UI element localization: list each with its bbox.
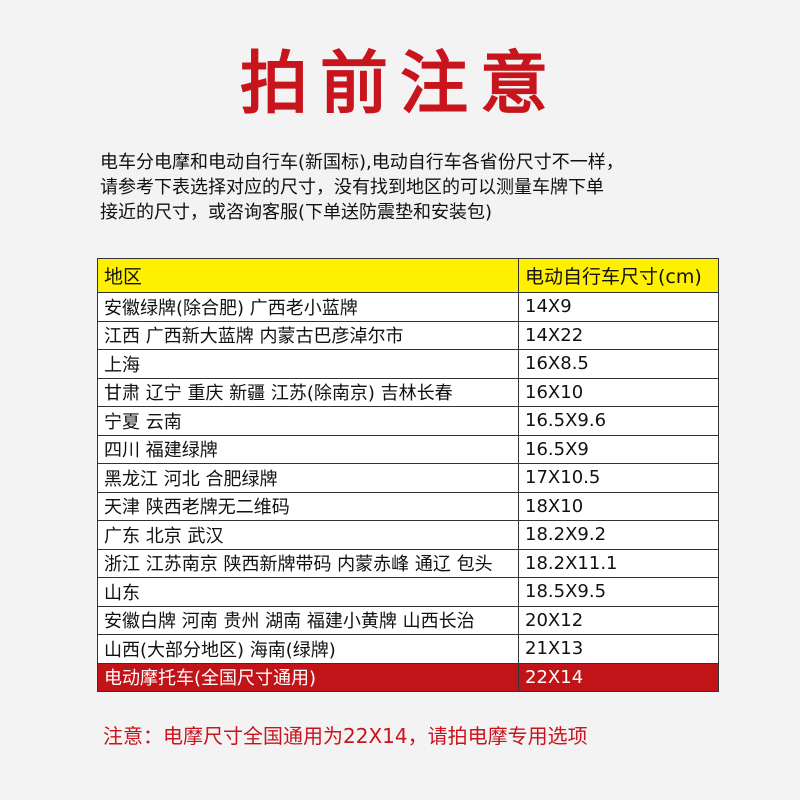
table-cell: 16.5X9 [525,438,589,460]
header-cell: 地区 [98,259,519,292]
table-row: 天津 陕西老牌无二维码 18X10 [98,491,718,520]
table-cell: 22X14 [525,666,584,688]
table-row: 广东 北京 武汉 18.2X9.2 [98,520,718,549]
table-row: 四川 福建绿牌 16.5X9 [98,434,718,463]
table-cell: 浙江 江苏南京 陕西新牌带码 内蒙赤峰 通辽 包头 [98,549,519,577]
table-cell: 上海 [98,350,519,378]
intro-line: 请参考下表选择对应的尺寸，没有找到地区的可以测量车牌下单 [100,177,604,198]
table-cell: 宁夏 云南 [98,407,519,435]
table-cell: 16X10 [525,381,584,403]
table-cell: 甘肃 辽宁 重庆 新疆 江苏(除南京) 吉林长春 [98,378,519,406]
table-cell: 14X9 [525,296,572,318]
size-table: 地区 电动自行车尺寸(cm) 安徽绿牌(除合肥) 广西老小蓝牌 14X9 江西 广西… [97,258,719,692]
table-cell: 18.2X9.2 [525,524,607,546]
table-row: 浙江 江苏南京 陕西新牌带码 内蒙赤峰 通辽 包头 18.2X11.1 [98,548,718,577]
table-row: 电动摩托车(全国尺寸通用) 22X14 [98,662,718,691]
table-row: 山东 18.5X9.5 [98,577,718,606]
table-cell: 16X8.5 [525,353,589,375]
table-cell: 广东 北京 武汉 [98,521,519,549]
table-cell: 安徽绿牌(除合肥) 广西老小蓝牌 [98,293,519,321]
table-row: 上海 16X8.5 [98,349,718,378]
table-row: 宁夏 云南 16.5X9.6 [98,406,718,435]
table-row: 安徽白牌 河南 贵州 湖南 福建小黄牌 山西长治 20X12 [98,605,718,634]
table-cell: 天津 陕西老牌无二维码 [98,492,519,520]
table-cell: 电动摩托车(全国尺寸通用) [98,663,519,691]
intro-line: 接近的尺寸，或咨询客服(下单送防震垫和安装包) [100,202,493,223]
table-cell: 山东 [98,578,519,606]
note: 注意：电摩尺寸全国通用为22X14，请拍电摩专用选项 [103,724,588,748]
header-row: 地区 电动自行车尺寸(cm) [98,259,718,292]
table-cell: 16.5X9.6 [525,410,607,432]
table-cell: 黑龙江 河北 合肥绿牌 [98,464,519,492]
table-cell: 17X10.5 [525,467,601,489]
table-cell: 18X10 [525,495,584,517]
table-cell: 四川 福建绿牌 [98,435,519,463]
table-row: 江西 广西新大蓝牌 内蒙古巴彦淖尔市 14X22 [98,320,718,349]
title: 拍前注意 [239,45,560,124]
table-cell: 江西 广西新大蓝牌 内蒙古巴彦淖尔市 [98,321,519,349]
header-cell: 电动自行车尺寸(cm) [525,266,702,288]
table-cell: 安徽白牌 河南 贵州 湖南 福建小黄牌 山西长治 [98,606,519,634]
table-cell: 14X22 [525,324,584,346]
table-row: 安徽绿牌(除合肥) 广西老小蓝牌 14X9 [98,292,718,321]
table-row: 甘肃 辽宁 重庆 新疆 江苏(除南京) 吉林长春 16X10 [98,377,718,406]
intro-line: 电车分电摩和电动自行车(新国标),电动自行车各省份尺寸不一样， [100,152,624,173]
table-cell: 20X12 [525,609,584,631]
table-cell: 18.5X9.5 [525,581,607,603]
table-cell: 山西(大部分地区) 海南(绿牌) [98,635,519,663]
table-row: 山西(大部分地区) 海南(绿牌) 21X13 [98,634,718,663]
table-cell: 21X13 [525,638,584,660]
table-cell: 18.2X11.1 [525,552,618,574]
table-row: 黑龙江 河北 合肥绿牌 17X10.5 [98,463,718,492]
